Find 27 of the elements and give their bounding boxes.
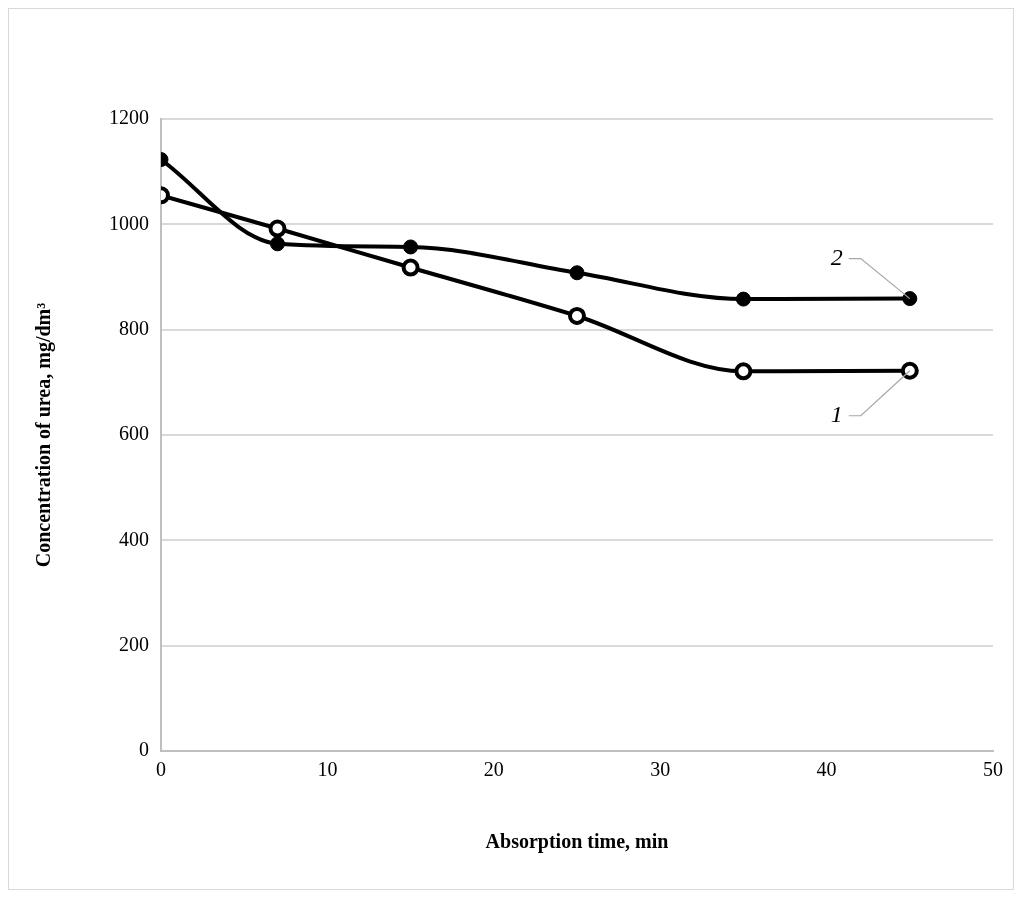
point xyxy=(269,236,285,252)
point xyxy=(401,258,420,277)
point xyxy=(568,306,586,325)
y-axis-title: Concentration of urea, mg/dm³ xyxy=(32,302,56,568)
y-tick-label: 400 xyxy=(119,527,149,550)
x-tick-label: 50 xyxy=(983,758,1003,781)
x-axis-title: Absorption time, min xyxy=(485,830,669,854)
series-label: 2 xyxy=(830,243,843,270)
y-tick-label: 1200 xyxy=(109,106,149,129)
x-tick-label: 10 xyxy=(317,758,338,781)
point xyxy=(900,361,919,380)
x-tick-label: 0 xyxy=(156,758,166,781)
y-tick-label: 800 xyxy=(119,316,149,339)
point xyxy=(902,291,918,307)
y-tick-label: 200 xyxy=(119,632,149,655)
point xyxy=(735,291,751,307)
point xyxy=(268,219,287,238)
y-tick-label: 0 xyxy=(139,738,149,761)
y-tick-label: 600 xyxy=(119,422,149,445)
y-tick-label: 1000 xyxy=(109,211,149,234)
x-tick-label: 40 xyxy=(816,758,837,781)
x-tick-label: 20 xyxy=(483,758,504,781)
x-tick-label: 30 xyxy=(650,758,671,781)
point xyxy=(403,239,419,255)
point xyxy=(569,265,585,281)
point xyxy=(734,362,753,381)
series-label: 1 xyxy=(830,401,843,428)
